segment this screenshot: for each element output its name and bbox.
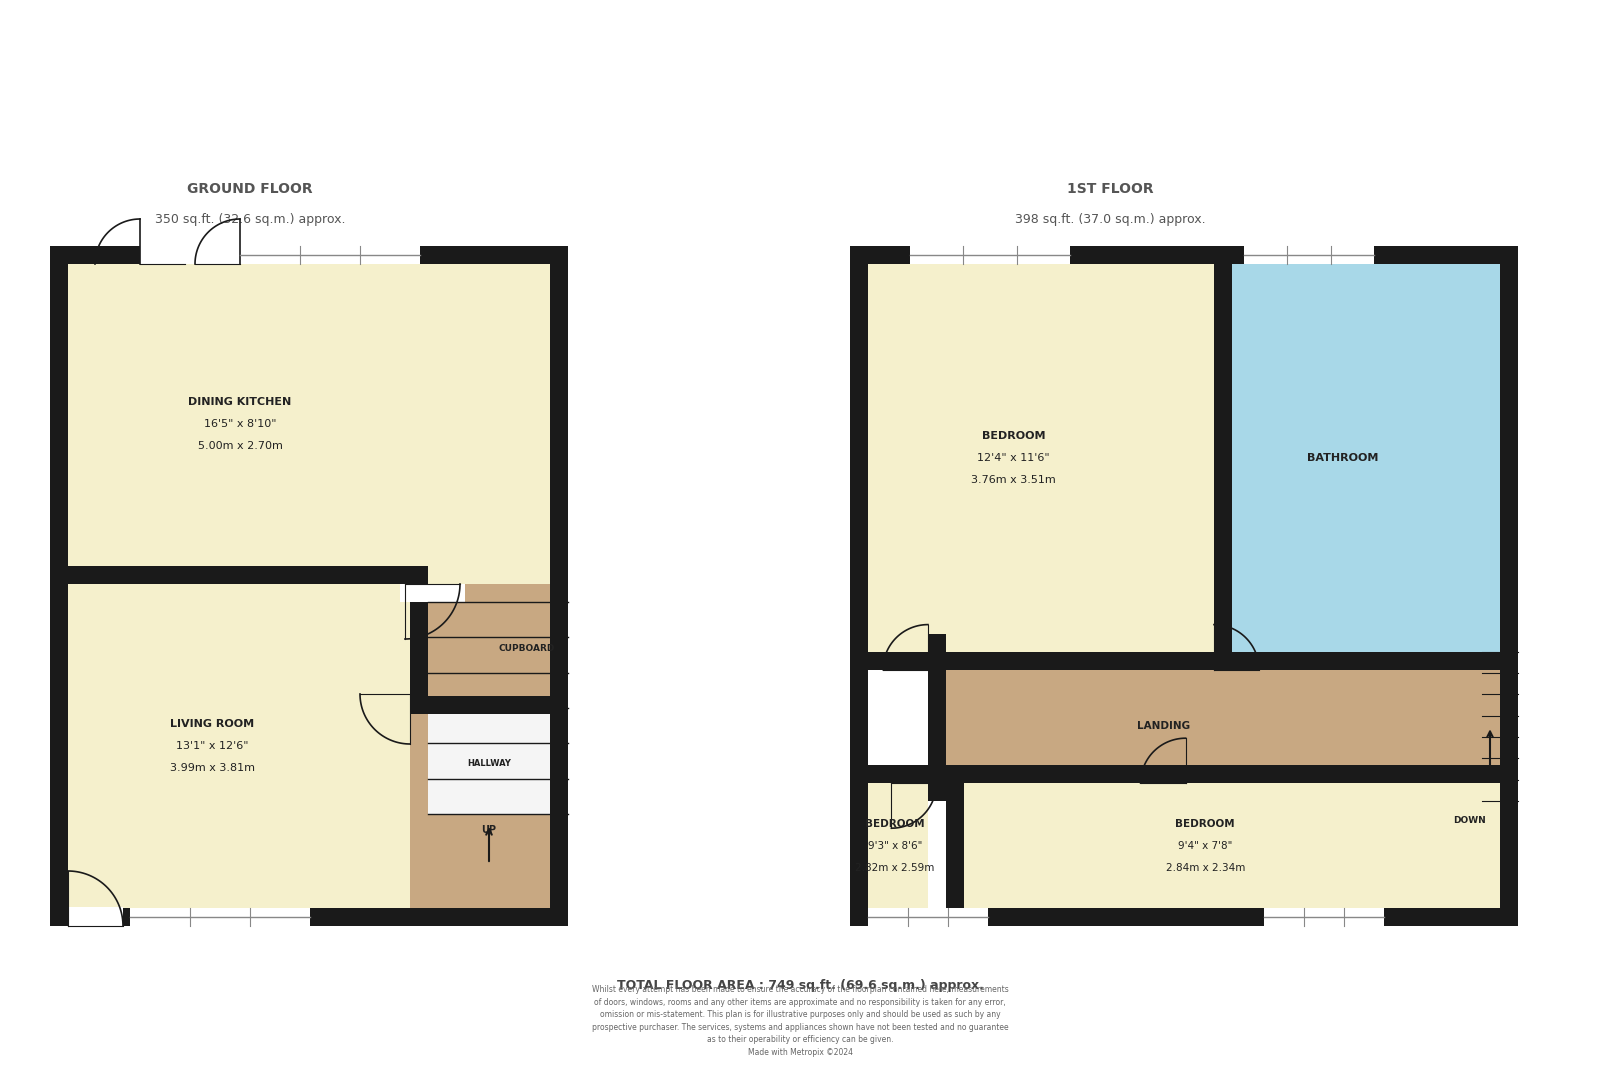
Bar bbox=[928, 765, 1518, 783]
Text: BEDROOM: BEDROOM bbox=[866, 819, 925, 829]
Bar bbox=[410, 696, 568, 714]
Bar bbox=[946, 765, 963, 908]
Bar bbox=[867, 264, 1214, 652]
Text: 2.84m x 2.34m: 2.84m x 2.34m bbox=[1165, 863, 1245, 873]
Text: TOTAL FLOOR AREA : 749 sq.ft. (69.6 sq.m.) approx.: TOTAL FLOOR AREA : 749 sq.ft. (69.6 sq.m… bbox=[616, 979, 984, 992]
Text: BEDROOM: BEDROOM bbox=[1176, 819, 1235, 829]
Bar bbox=[850, 246, 867, 926]
Bar bbox=[141, 246, 240, 264]
Text: BATHROOM: BATHROOM bbox=[1307, 453, 1378, 463]
Text: HALLWAY: HALLWAY bbox=[467, 760, 510, 768]
Text: LIVING ROOM: LIVING ROOM bbox=[170, 719, 254, 730]
Text: 13'1" x 12'6": 13'1" x 12'6" bbox=[176, 741, 248, 751]
Text: UP: UP bbox=[482, 824, 496, 835]
Bar bbox=[67, 264, 550, 584]
Bar bbox=[1501, 246, 1518, 926]
Bar bbox=[240, 246, 419, 264]
Text: DINING KITCHEN: DINING KITCHEN bbox=[189, 397, 291, 407]
Bar bbox=[867, 783, 928, 908]
Text: CUPBOARD: CUPBOARD bbox=[499, 645, 555, 653]
Text: BEDROOM: BEDROOM bbox=[981, 430, 1045, 441]
Text: 3.99m x 3.81m: 3.99m x 3.81m bbox=[170, 763, 254, 773]
Bar bbox=[67, 907, 123, 928]
Bar bbox=[910, 246, 1070, 264]
Text: 3.76m x 3.51m: 3.76m x 3.51m bbox=[971, 475, 1056, 485]
Bar bbox=[427, 584, 568, 714]
Bar bbox=[963, 783, 1501, 908]
Text: LANDING: LANDING bbox=[1136, 721, 1190, 732]
Text: 12'4" x 11'6": 12'4" x 11'6" bbox=[978, 453, 1050, 463]
Bar bbox=[850, 765, 928, 783]
Text: 398 sq.ft. (37.0 sq.m.) approx.: 398 sq.ft. (37.0 sq.m.) approx. bbox=[1014, 213, 1205, 226]
Bar bbox=[427, 714, 568, 815]
Bar bbox=[50, 246, 568, 264]
Bar bbox=[850, 908, 1518, 926]
Text: Whilst every attempt has been made to ensure the accuracy of the floorplan conta: Whilst every attempt has been made to en… bbox=[592, 986, 1008, 1057]
Text: DOWN: DOWN bbox=[1454, 817, 1486, 825]
Bar bbox=[50, 908, 568, 926]
Bar bbox=[1264, 908, 1384, 926]
Bar bbox=[928, 634, 946, 802]
Bar bbox=[1214, 246, 1232, 652]
Text: 9'4" x 7'8": 9'4" x 7'8" bbox=[1178, 840, 1232, 851]
Bar bbox=[1245, 246, 1374, 264]
Bar bbox=[50, 566, 410, 584]
Text: GROUND FLOOR: GROUND FLOOR bbox=[187, 182, 314, 196]
Text: 16'5" x 8'10": 16'5" x 8'10" bbox=[203, 419, 277, 429]
Text: 5.00m x 2.70m: 5.00m x 2.70m bbox=[197, 441, 283, 451]
Bar bbox=[946, 652, 1509, 802]
Bar bbox=[550, 246, 568, 926]
Text: 1ST FLOOR: 1ST FLOOR bbox=[1067, 182, 1154, 196]
Bar bbox=[427, 714, 568, 815]
Bar bbox=[850, 246, 1518, 264]
Text: 2.82m x 2.59m: 2.82m x 2.59m bbox=[856, 863, 934, 873]
Bar bbox=[850, 652, 1518, 669]
Bar bbox=[67, 584, 410, 908]
Text: 350 sq.ft. (32.6 sq.m.) approx.: 350 sq.ft. (32.6 sq.m.) approx. bbox=[155, 213, 346, 226]
Bar bbox=[946, 652, 1518, 669]
Bar bbox=[130, 908, 310, 926]
Bar bbox=[1232, 264, 1501, 652]
Bar bbox=[50, 246, 67, 926]
Bar bbox=[410, 566, 427, 714]
Bar bbox=[410, 584, 568, 908]
Bar bbox=[400, 584, 466, 601]
Bar bbox=[850, 652, 910, 669]
Bar bbox=[867, 908, 987, 926]
Text: 9'3" x 8'6": 9'3" x 8'6" bbox=[867, 840, 922, 851]
